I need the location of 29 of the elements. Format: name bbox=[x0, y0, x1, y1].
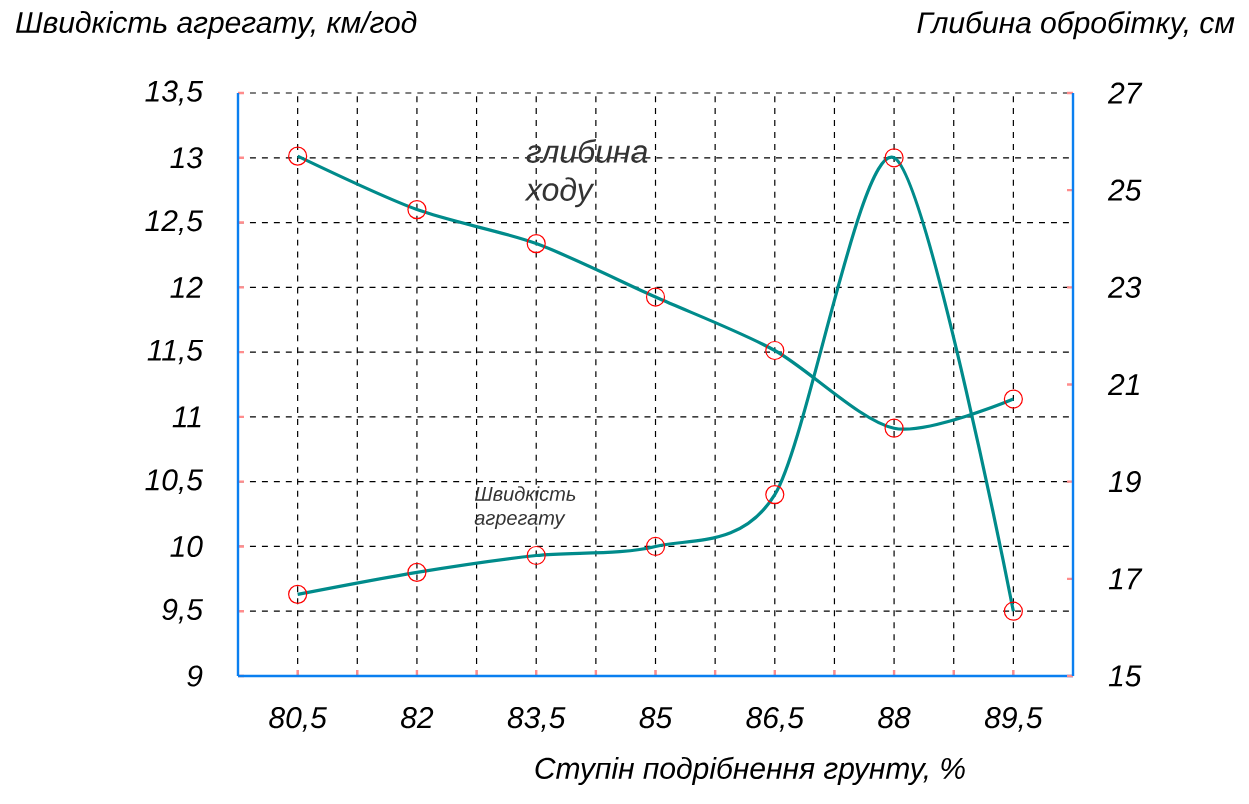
y2-tick-label: 23 bbox=[1107, 276, 1142, 298]
x-tick-label: 88 bbox=[878, 707, 911, 729]
y2-tick-label: 25 bbox=[1107, 179, 1142, 201]
y-axis-title: Швидкість агрегату, км/год bbox=[15, 11, 417, 39]
x-tick-label: 85 bbox=[639, 707, 673, 729]
x-tick-label: 83,5 bbox=[507, 707, 566, 732]
x-tick-label: 82 bbox=[401, 707, 434, 729]
y2-tick-label: 19 bbox=[1108, 471, 1141, 493]
y-tick-label: 9,5 bbox=[162, 598, 204, 624]
y-tick-label: 10 bbox=[170, 535, 203, 558]
x-tick-label: 86,5 bbox=[746, 707, 805, 732]
y2-axis-title: Глибина обробітку, см bbox=[917, 11, 1235, 40]
y2-tick-label: 21 bbox=[1107, 374, 1139, 395]
y2-tick-label: 27 bbox=[1107, 82, 1143, 104]
y-tick-label: 9 bbox=[187, 665, 203, 687]
x-axis-title: Ступін подрібнення грунту, % bbox=[535, 756, 965, 785]
y-tick-label: 12 bbox=[170, 276, 203, 298]
y2-tick-label: 17 bbox=[1108, 568, 1143, 590]
y-tick-label: 13 bbox=[170, 147, 203, 169]
series-label: глибина ходу bbox=[524, 139, 648, 208]
y-tick-label: 13,5 bbox=[145, 80, 204, 106]
y-tick-label: 10,5 bbox=[145, 469, 204, 495]
y-tick-label: 12,5 bbox=[145, 210, 204, 235]
series-label: Швидкість агрегату bbox=[474, 486, 576, 529]
x-tick-label: 89,5 bbox=[984, 707, 1043, 732]
y-tick-label: 11,5 bbox=[147, 339, 204, 365]
x-tick-label: 80,5 bbox=[269, 707, 327, 732]
y-tick-label: 11 bbox=[172, 406, 201, 428]
y2-tick-label: 15 bbox=[1108, 665, 1142, 687]
